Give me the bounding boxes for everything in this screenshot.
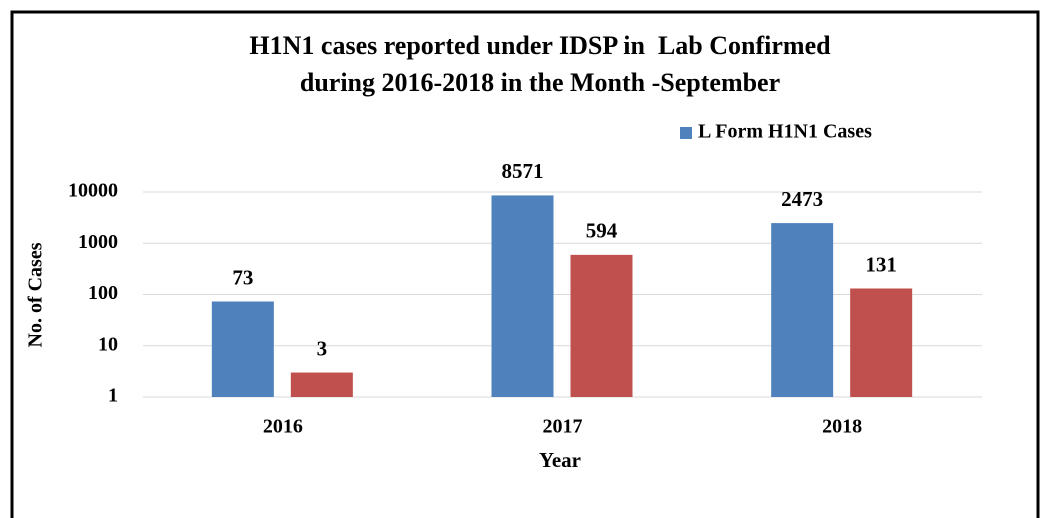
data-label: 3 bbox=[317, 336, 328, 360]
y-tick-label: 1000 bbox=[78, 231, 118, 253]
y-tick-label: 10 bbox=[98, 333, 118, 355]
x-tick-label: 2016 bbox=[263, 416, 303, 438]
bar bbox=[211, 301, 274, 397]
data-label: 131 bbox=[865, 252, 897, 276]
y-axis-label: No. of Cases bbox=[25, 242, 47, 347]
y-tick-label: 1 bbox=[108, 385, 118, 407]
chart-title: H1N1 cases reported under IDSP in Lab Co… bbox=[249, 31, 831, 60]
data-label: 8571 bbox=[502, 159, 544, 183]
bar bbox=[771, 223, 834, 397]
data-label: 73 bbox=[232, 265, 253, 289]
data-label: 594 bbox=[586, 219, 618, 243]
y-tick-label: 100 bbox=[88, 282, 118, 304]
bar bbox=[290, 372, 353, 397]
bar bbox=[850, 288, 913, 397]
x-axis-label: Year bbox=[539, 448, 581, 472]
legend-label: L Form H1N1 Cases bbox=[698, 121, 872, 143]
x-tick-label: 2017 bbox=[543, 416, 583, 438]
bar bbox=[570, 254, 633, 397]
data-label: 2473 bbox=[781, 187, 823, 211]
chart-title: during 2016-2018 in the Month -September bbox=[300, 68, 780, 97]
y-tick-label: 10000 bbox=[68, 180, 118, 202]
bar bbox=[491, 195, 554, 397]
x-tick-label: 2018 bbox=[822, 416, 862, 438]
legend-swatch bbox=[680, 127, 692, 139]
